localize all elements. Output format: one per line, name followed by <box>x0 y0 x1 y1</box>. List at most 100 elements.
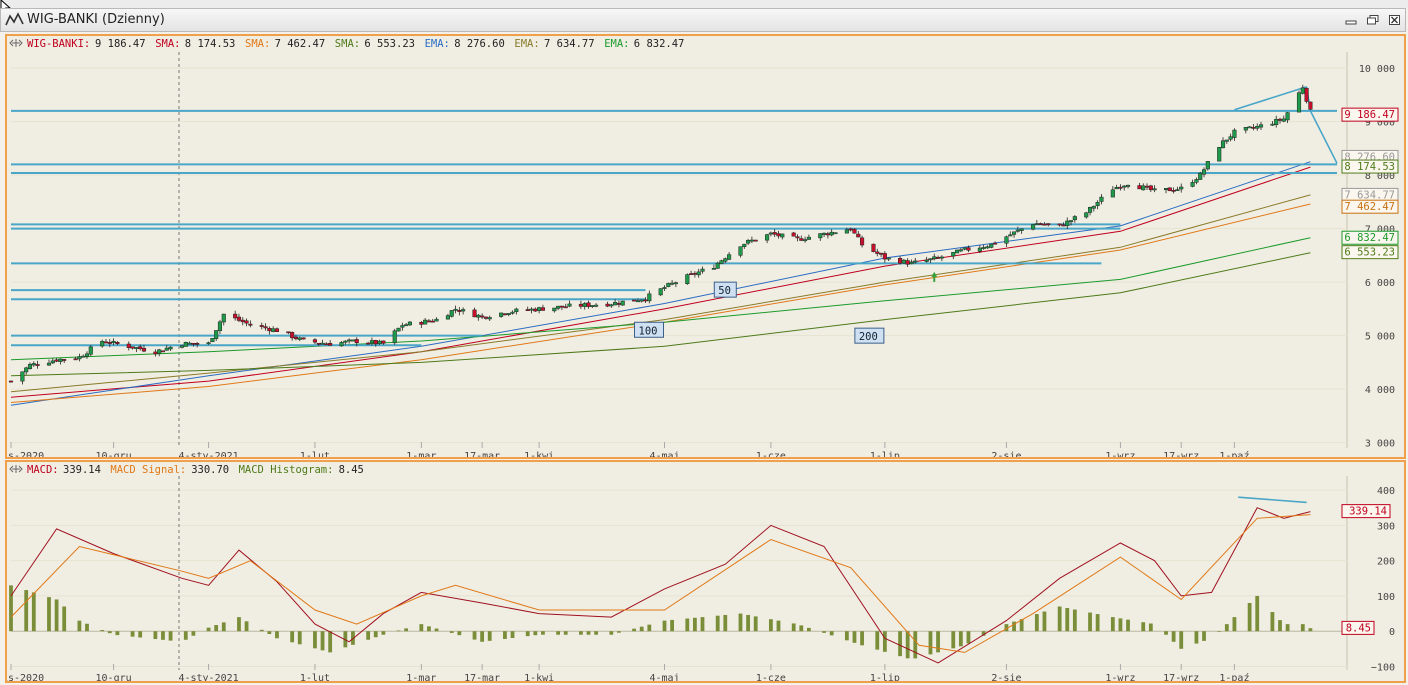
candle[interactable] <box>620 300 625 306</box>
candle[interactable] <box>168 346 173 351</box>
candle[interactable] <box>1190 179 1195 188</box>
candle[interactable] <box>1175 186 1180 192</box>
candle[interactable] <box>84 351 90 359</box>
candle[interactable] <box>609 303 614 308</box>
candle[interactable] <box>806 234 811 240</box>
candle[interactable] <box>366 341 371 345</box>
macd-signal-line[interactable] <box>10 514 1311 653</box>
candle[interactable] <box>1141 183 1146 191</box>
candle[interactable] <box>506 313 511 317</box>
candle[interactable] <box>77 353 82 362</box>
candle[interactable] <box>160 350 166 353</box>
candle[interactable] <box>700 266 705 274</box>
candle[interactable] <box>882 251 887 263</box>
candle[interactable] <box>73 356 78 361</box>
candle[interactable] <box>1217 146 1222 162</box>
candle[interactable] <box>765 233 770 244</box>
candle[interactable] <box>1194 177 1199 185</box>
candle[interactable] <box>20 371 25 385</box>
candle[interactable] <box>487 315 492 321</box>
candle[interactable] <box>453 305 458 314</box>
candle[interactable] <box>1179 183 1184 193</box>
candle[interactable] <box>795 234 800 242</box>
ma-line-4[interactable] <box>10 237 1311 361</box>
candle[interactable] <box>8 380 14 383</box>
candle[interactable] <box>1057 223 1062 227</box>
candle[interactable] <box>753 239 758 242</box>
candle[interactable] <box>1084 211 1089 219</box>
candle[interactable] <box>711 264 716 270</box>
candle[interactable] <box>658 288 663 297</box>
candle[interactable] <box>727 252 732 261</box>
candle[interactable] <box>1232 128 1237 141</box>
candle[interactable] <box>958 247 963 253</box>
candle[interactable] <box>1167 187 1172 192</box>
candle[interactable] <box>662 285 667 291</box>
candle[interactable] <box>860 235 865 248</box>
candle[interactable] <box>430 318 435 323</box>
candle[interactable] <box>50 358 55 365</box>
candle[interactable] <box>404 322 409 327</box>
candle[interactable] <box>27 362 33 370</box>
candle[interactable] <box>434 317 439 322</box>
candle[interactable] <box>217 319 223 335</box>
candle[interactable] <box>913 257 918 264</box>
candle[interactable] <box>715 261 720 269</box>
candle[interactable] <box>563 303 568 309</box>
candle[interactable] <box>856 230 861 238</box>
candle[interactable] <box>195 341 200 348</box>
candle[interactable] <box>1125 184 1131 189</box>
trend-line[interactable] <box>1234 86 1307 111</box>
candle[interactable] <box>1030 223 1036 231</box>
macd-chart[interactable]: 400 300 200 100 0 −100 13-lis-2020 10-gru 4-sty-… <box>0 462 1404 684</box>
candle[interactable] <box>62 359 67 363</box>
candle[interactable] <box>1258 121 1264 131</box>
candle[interactable] <box>719 259 724 265</box>
candle[interactable] <box>951 252 956 260</box>
candle[interactable] <box>844 227 849 234</box>
candle[interactable] <box>24 366 29 375</box>
move-handle-icon[interactable] <box>9 465 23 473</box>
candle[interactable] <box>141 344 147 353</box>
candle[interactable] <box>632 299 637 302</box>
candle[interactable] <box>1019 228 1024 234</box>
candle[interactable] <box>818 233 823 241</box>
candle[interactable] <box>871 243 876 253</box>
candle[interactable] <box>791 231 796 237</box>
candle[interactable] <box>1285 111 1290 124</box>
candle[interactable] <box>263 323 268 331</box>
candle[interactable] <box>742 243 747 249</box>
candle[interactable] <box>803 236 808 243</box>
ma-line-2[interactable] <box>10 194 1311 393</box>
close-icon[interactable] <box>1389 15 1401 25</box>
candle[interactable] <box>328 340 333 346</box>
candle[interactable] <box>206 341 211 345</box>
candle[interactable] <box>696 268 701 278</box>
candle[interactable] <box>1228 133 1233 142</box>
candle[interactable] <box>339 341 344 347</box>
candle[interactable] <box>955 249 960 254</box>
candle[interactable] <box>100 339 105 348</box>
candle[interactable] <box>746 238 751 246</box>
candle[interactable] <box>449 310 454 318</box>
candle[interactable] <box>852 228 857 234</box>
window-titlebar[interactable]: WIG-BANKI (Dzienny) <box>0 8 1406 32</box>
candle[interactable] <box>1091 205 1096 212</box>
price-chart[interactable]: 10 000 9 000 8 000 7 000 6 000 5 000 4 000 3 00… <box>0 36 1404 462</box>
candle[interactable] <box>1243 127 1248 134</box>
candle[interactable] <box>514 307 519 315</box>
candle[interactable] <box>259 322 264 330</box>
candle[interactable] <box>875 248 880 257</box>
ma-line-0[interactable] <box>10 166 1311 398</box>
candle[interactable] <box>1046 223 1051 227</box>
candle[interactable] <box>1224 139 1229 144</box>
candle[interactable] <box>221 313 226 326</box>
candle[interactable] <box>115 341 120 346</box>
candle[interactable] <box>966 245 971 253</box>
ma-line-5[interactable] <box>10 252 1311 377</box>
candle[interactable] <box>343 340 348 345</box>
candle[interactable] <box>1065 217 1070 230</box>
ma-line-1[interactable] <box>10 161 1311 406</box>
candle[interactable] <box>1118 184 1123 191</box>
candle[interactable] <box>738 246 743 258</box>
